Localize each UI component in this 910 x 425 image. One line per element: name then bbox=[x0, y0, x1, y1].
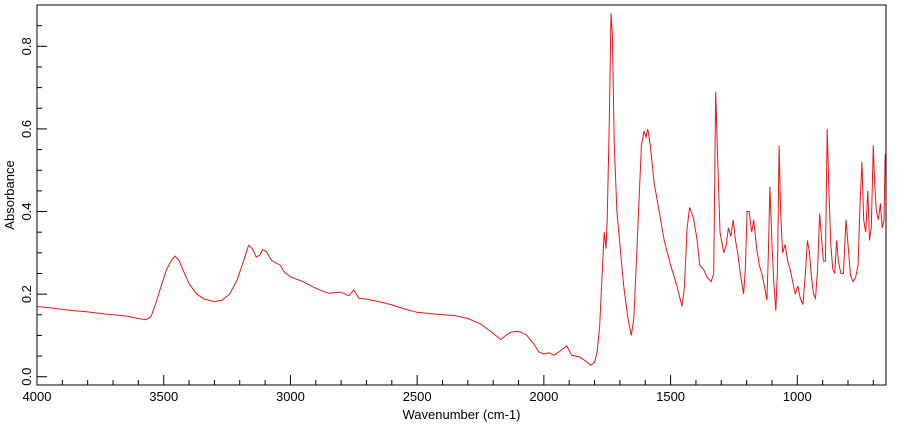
x-tick-label: 3500 bbox=[149, 389, 178, 404]
plot-area bbox=[36, 4, 887, 386]
axes: 4000 3500 3000 2500 2000 1500 1000 0.0 0.2 0.4 0.6… bbox=[19, 25, 874, 404]
x-tick-label: 3000 bbox=[276, 389, 305, 404]
x-axis-title: Wavenumber (cm-1) bbox=[403, 407, 521, 422]
x-tick-label: 2500 bbox=[403, 389, 432, 404]
y-tick-label: 0.4 bbox=[19, 202, 34, 220]
x-tick-label: 2000 bbox=[529, 389, 558, 404]
x-tick-label: 4000 bbox=[23, 389, 52, 404]
y-tick-label: 0.8 bbox=[19, 37, 34, 55]
spectrum-line bbox=[36, 13, 886, 366]
y-tick-label: 0.6 bbox=[19, 120, 34, 138]
x-tick-label: 1500 bbox=[656, 389, 685, 404]
y-tick-label: 0.2 bbox=[19, 285, 34, 303]
y-axis-title: Absorbance bbox=[2, 160, 17, 229]
x-tick-label: 1000 bbox=[783, 389, 812, 404]
y-tick-label: 0.0 bbox=[19, 368, 34, 386]
